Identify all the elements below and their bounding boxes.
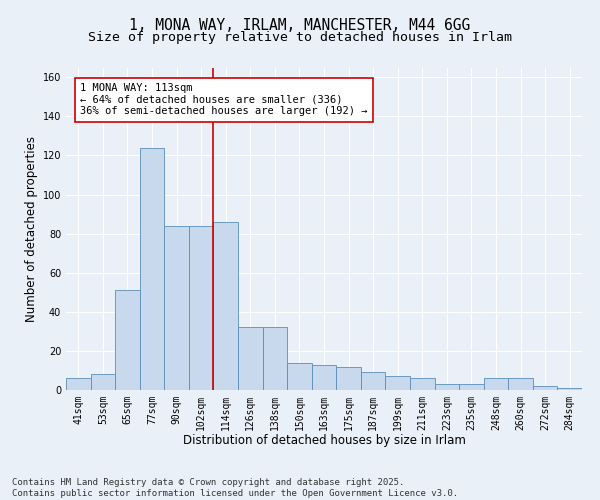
Bar [140, 148, 164, 390]
Bar [459, 384, 484, 390]
Bar [263, 328, 287, 390]
Bar [434, 384, 459, 390]
Text: 1, MONA WAY, IRLAM, MANCHESTER, M44 6GG: 1, MONA WAY, IRLAM, MANCHESTER, M44 6GG [130, 18, 470, 32]
Y-axis label: Number of detached properties: Number of detached properties [25, 136, 38, 322]
Bar [164, 226, 189, 390]
Bar [533, 386, 557, 390]
Bar [214, 222, 238, 390]
Bar [287, 362, 312, 390]
Bar [385, 376, 410, 390]
Bar [91, 374, 115, 390]
Text: 1 MONA WAY: 113sqm
← 64% of detached houses are smaller (336)
36% of semi-detach: 1 MONA WAY: 113sqm ← 64% of detached hou… [80, 83, 368, 116]
Bar [484, 378, 508, 390]
X-axis label: Distribution of detached houses by size in Irlam: Distribution of detached houses by size … [182, 434, 466, 448]
Bar [312, 364, 336, 390]
Text: Contains HM Land Registry data © Crown copyright and database right 2025.
Contai: Contains HM Land Registry data © Crown c… [12, 478, 458, 498]
Bar [361, 372, 385, 390]
Bar [66, 378, 91, 390]
Bar [508, 378, 533, 390]
Bar [336, 366, 361, 390]
Bar [410, 378, 434, 390]
Bar [557, 388, 582, 390]
Bar [238, 328, 263, 390]
Bar [189, 226, 214, 390]
Text: Size of property relative to detached houses in Irlam: Size of property relative to detached ho… [88, 31, 512, 44]
Bar [115, 290, 140, 390]
